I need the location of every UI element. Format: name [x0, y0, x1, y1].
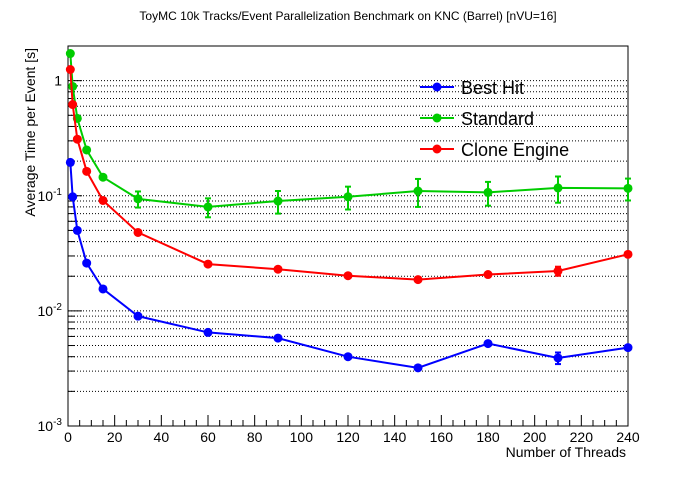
data-point	[413, 363, 423, 373]
plot-frame	[67, 45, 629, 427]
data-point	[273, 264, 283, 274]
data-point	[72, 225, 82, 235]
legend-label: Standard	[461, 109, 534, 129]
series-best-hit	[65, 157, 633, 373]
series-clone-engine	[65, 64, 633, 285]
data-point	[553, 183, 563, 193]
data-point	[68, 192, 78, 202]
legend-item: Standard	[420, 109, 534, 129]
y-tick-label: 10-1	[38, 187, 63, 204]
y-tick-label: 10-3	[38, 417, 63, 434]
data-point	[203, 327, 213, 337]
x-tick-label: 140	[383, 429, 407, 445]
data-point	[65, 64, 75, 74]
data-point	[273, 196, 283, 206]
x-tick-label: 80	[247, 429, 263, 445]
series-layer	[65, 49, 633, 373]
data-point	[203, 259, 213, 269]
data-point	[553, 266, 563, 276]
data-point	[413, 275, 423, 285]
legend-swatch-marker	[432, 113, 442, 123]
x-tick-label: 240	[616, 429, 640, 445]
x-tick-label: 120	[336, 429, 360, 445]
data-point	[623, 249, 633, 259]
data-point	[98, 172, 108, 182]
data-point	[623, 183, 633, 193]
y-axis-title: Average Time per Event [s]	[22, 48, 38, 217]
legend-item: Best Hit	[420, 78, 524, 98]
data-point	[98, 284, 108, 294]
x-tick-label: 200	[523, 429, 547, 445]
data-point	[65, 157, 75, 167]
series-line	[69, 69, 629, 281]
x-tick-label: 60	[200, 429, 216, 445]
x-tick-label: 40	[154, 429, 170, 445]
x-tick-label: 220	[570, 429, 594, 445]
data-point	[98, 195, 108, 205]
y-tick-label: 1	[54, 73, 62, 89]
x-tick-label: 160	[430, 429, 454, 445]
data-point	[203, 202, 213, 212]
data-point	[343, 352, 353, 362]
legend-item: Clone Engine	[420, 140, 569, 160]
data-point	[343, 271, 353, 281]
x-tick-label: 0	[64, 429, 72, 445]
data-point	[553, 353, 563, 363]
x-axis-title: Number of Threads	[506, 444, 626, 460]
data-point	[343, 192, 353, 202]
legend-label: Best Hit	[461, 78, 524, 98]
x-tick-label: 100	[290, 429, 314, 445]
legend-swatch-marker	[432, 144, 442, 154]
data-point	[133, 227, 143, 237]
data-point	[483, 339, 493, 349]
data-point	[623, 343, 633, 353]
series-standard	[65, 49, 633, 219]
grid-layer	[68, 45, 628, 392]
data-point	[82, 166, 92, 176]
x-tick-label: 20	[107, 429, 123, 445]
data-point	[72, 134, 82, 144]
legend-swatch-marker	[432, 82, 442, 92]
data-point	[273, 333, 283, 343]
data-point	[65, 49, 75, 59]
data-point	[483, 270, 493, 280]
data-point	[82, 145, 92, 155]
y-tick-label: 10-2	[38, 302, 63, 319]
data-point	[413, 186, 423, 196]
chart-title: ToyMC 10k Tracks/Event Parallelization B…	[139, 9, 556, 23]
data-point	[82, 258, 92, 268]
data-point	[133, 311, 143, 321]
series-line	[69, 53, 629, 208]
data-point	[68, 100, 78, 110]
legend: Best Hit Standard Clone Engine	[420, 78, 569, 160]
x-tick-label: 180	[476, 429, 500, 445]
axes-layer: 0 20 40 60 80 100 120 140 160 180 200 220 240 10-3 10-…	[38, 45, 640, 445]
data-point	[483, 187, 493, 197]
data-point	[133, 194, 143, 204]
legend-label: Clone Engine	[461, 140, 569, 160]
